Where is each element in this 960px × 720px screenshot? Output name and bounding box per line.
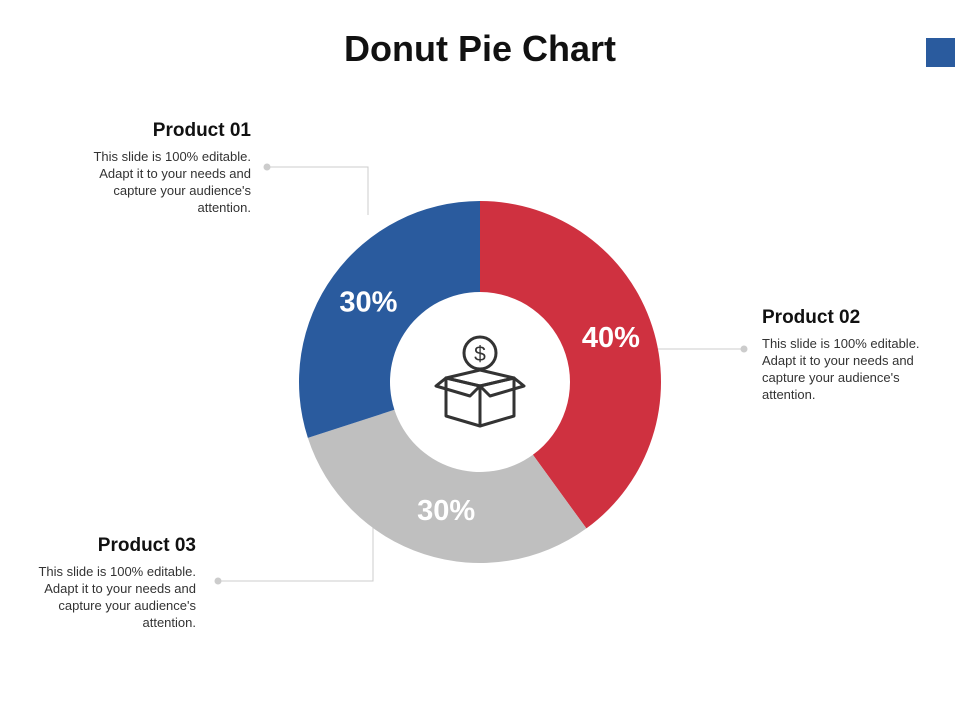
value-label-product-02: 40% [582, 322, 640, 354]
connector-product-01 [267, 166, 369, 215]
connector-product-03 [218, 525, 374, 582]
donut-slice-product-03 [307, 409, 587, 564]
donut-slice-product-02 [480, 201, 662, 529]
legend-product-02: Product 02 This slide is 100% editable. … [762, 307, 922, 403]
value-label-product-03: 30% [417, 495, 475, 527]
legend-product-01: Product 01 This slide is 100% editable. … [76, 120, 251, 216]
money-box-icon: $ [434, 335, 526, 428]
donut-slices [299, 201, 662, 564]
donut-slice-product-01 [299, 201, 480, 438]
legend-product-03: Product 03 This slide is 100% editable. … [21, 535, 196, 631]
product-03-name: Product 03 [97, 535, 196, 556]
value-label-product-01: 30% [339, 286, 397, 318]
svg-text:$: $ [474, 343, 486, 366]
connector-dot-product-01 [263, 163, 271, 171]
connector-dot-product-02 [740, 345, 748, 353]
connector-lines [214, 163, 748, 585]
accent-square [926, 38, 955, 67]
product-01-name: Product 01 [152, 120, 251, 141]
donut-labels: 40% 30% 30% [339, 286, 640, 527]
product-03-description: This slide is 100% editable. Adapt it to… [38, 564, 196, 630]
connector-dot-product-03 [214, 577, 222, 585]
page-title: Donut Pie Chart [343, 28, 616, 69]
product-02-name: Product 02 [762, 307, 861, 328]
product-02-description: This slide is 100% editable. Adapt it to… [762, 336, 920, 402]
product-01-description: This slide is 100% editable. Adapt it to… [93, 149, 251, 215]
